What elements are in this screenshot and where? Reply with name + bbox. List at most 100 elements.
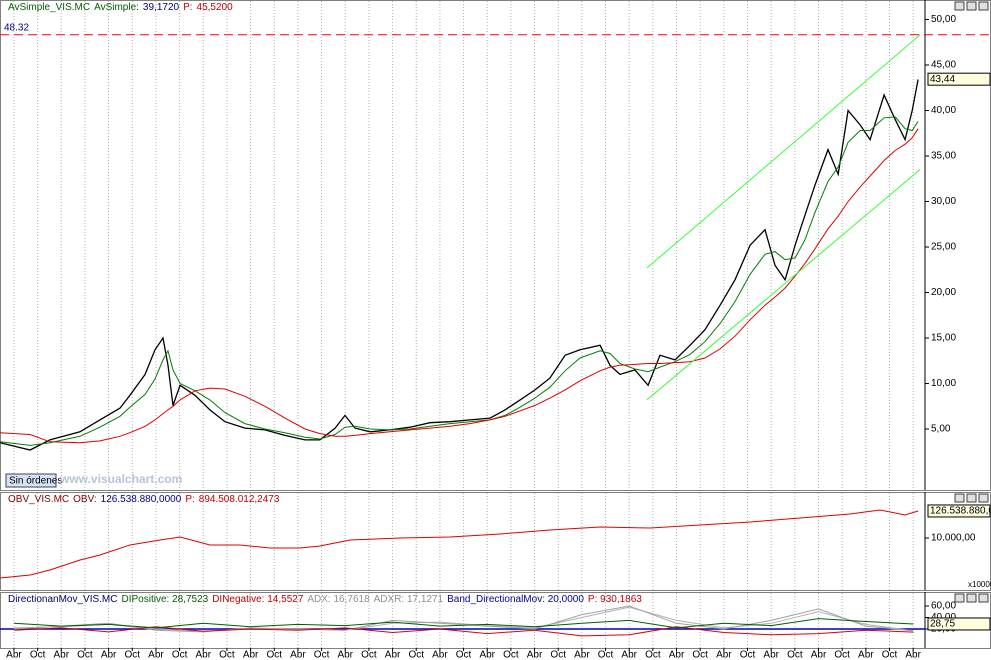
y-tick-label: 60,00 <box>931 601 956 612</box>
x-tick-label: Oct <box>834 650 850 660</box>
header-segment: OBV_VIS.MC <box>8 494 69 505</box>
x-tick-label: Oct <box>456 650 472 660</box>
header-segment: AvSimple: <box>94 2 139 13</box>
header-segment: P: 930,1863 <box>588 594 642 605</box>
y-tick-label: 5,00 <box>931 424 951 435</box>
series-line <box>646 34 921 269</box>
x-tick-label: Oct <box>645 650 661 660</box>
series-line <box>0 509 919 579</box>
x-tick-label: Oct <box>503 650 519 660</box>
header-segment: DirectionanMov_VIS.MC <box>8 594 117 605</box>
header-segment: 126.538.880,0000 <box>101 494 182 505</box>
x-tick-label: Oct <box>172 650 188 660</box>
y-tick-label: 50,00 <box>931 14 956 25</box>
header-segment: OBV: <box>73 494 97 505</box>
x-tick-label: Abr <box>669 650 685 660</box>
x-tick-label: Abr <box>574 650 590 660</box>
x-tick-label: Oct <box>787 650 803 660</box>
header-segment: P: <box>183 2 192 13</box>
series-line <box>0 128 919 444</box>
x-tick-label: Oct <box>124 650 140 660</box>
x-tick-label: Abr <box>195 650 211 660</box>
x-tick-label: Abr <box>148 650 164 660</box>
last-value-label: 126.538.880,0 <box>930 506 991 517</box>
x-tick-label: Oct <box>77 650 93 660</box>
x-tick-label: Oct <box>740 650 756 660</box>
y-tick-label: 10,00 <box>931 378 956 389</box>
x-tick-label: Abr <box>432 650 448 660</box>
x-tick-label: Abr <box>479 650 495 660</box>
x-tick-label: Abr <box>54 650 70 660</box>
series-line <box>0 79 919 451</box>
x-tick-label: Oct <box>598 650 614 660</box>
last-value-box <box>927 617 991 631</box>
x-tick-label: Abr <box>101 650 117 660</box>
last-value-box <box>927 72 991 86</box>
panel-button[interactable] <box>978 1 989 11</box>
panel-button[interactable] <box>978 593 989 603</box>
x-tick-label: Abr <box>337 650 353 660</box>
series-line <box>646 169 921 401</box>
header-segment: DIPositive: 28,7523 <box>121 594 208 605</box>
y-tick-label: 20,00 <box>931 287 956 298</box>
x-tick-label: Abr <box>527 650 543 660</box>
panel-button[interactable] <box>954 593 965 603</box>
x-tick-label: Oct <box>314 650 330 660</box>
header-segment: 39,1720 <box>143 2 180 13</box>
order-button-label[interactable]: Sin órdenes <box>9 476 62 487</box>
panel-button[interactable] <box>954 1 965 11</box>
x-tick-label: Oct <box>692 650 708 660</box>
x-tick-label: Abr <box>385 650 401 660</box>
header-segment: P: <box>185 494 194 505</box>
panel-button[interactable] <box>966 493 977 503</box>
panel-header: AvSimple_VIS.MC AvSimple: 39,1720 P: 45,5200 <box>8 2 233 13</box>
x-tick-label: Oct <box>361 650 377 660</box>
y-tick-label: 40,00 <box>931 105 956 116</box>
order-button[interactable] <box>5 473 57 488</box>
reference-label: 48.32 <box>4 22 29 33</box>
last-value-box <box>927 504 991 518</box>
y-tick-label: 45,00 <box>931 60 956 71</box>
y-tick-label: 35,00 <box>931 151 956 162</box>
y-tick-label: 15,00 <box>931 333 956 344</box>
x-tick-label: Oct <box>219 650 235 660</box>
series-line <box>13 618 914 629</box>
header-segment: 45,5200 <box>197 2 234 13</box>
series-line <box>13 605 914 633</box>
series-line <box>13 606 914 632</box>
series-line <box>0 116 919 446</box>
x-tick-label: Oct <box>882 650 898 660</box>
panel-header: OBV_VIS.MC OBV: 126.538.880,0000 P: 894.508.… <box>8 494 280 505</box>
panel-button[interactable] <box>954 493 965 503</box>
x-tick-label: Abr <box>763 650 779 660</box>
last-value-label: 28,75 <box>930 619 955 630</box>
panel-button[interactable] <box>978 493 989 503</box>
y-tick-label: 25,00 <box>931 242 956 253</box>
panel-button[interactable] <box>966 1 977 11</box>
header-segment: Band_DirectionalMov: 20,0000 <box>447 594 584 605</box>
watermark: www.visualchart.com <box>59 472 182 486</box>
x-tick-label: Abr <box>858 650 874 660</box>
panel-header: DirectionanMov_VIS.MC DIPositive: 28,7523… <box>8 594 642 605</box>
x-tick-label: Abr <box>621 650 637 660</box>
x-tick-label: Oct <box>550 650 566 660</box>
x-tick-label: Oct <box>30 650 46 660</box>
header-segment: AvSimple_VIS.MC <box>8 2 90 13</box>
x-tick-label: Abr <box>6 650 22 660</box>
x-tick-label: Abr <box>243 650 259 660</box>
header-segment: ADXR: 17,1271 <box>374 594 444 605</box>
header-segment: DINegative: 14,5527 <box>212 594 304 605</box>
scale-note: x10000 <box>968 580 991 589</box>
last-value-label: 43,44 <box>930 74 955 85</box>
y-tick-label: 30,00 <box>931 196 956 207</box>
header-segment: 894.508.012,2473 <box>199 494 280 505</box>
header-segment: ADX: 16,7618 <box>307 594 370 605</box>
y-tick-label: 10.000,00 <box>931 533 976 544</box>
panel-button[interactable] <box>966 593 977 603</box>
x-tick-label: Abr <box>905 650 921 660</box>
x-tick-label: Abr <box>716 650 732 660</box>
x-tick-label: Abr <box>811 650 827 660</box>
